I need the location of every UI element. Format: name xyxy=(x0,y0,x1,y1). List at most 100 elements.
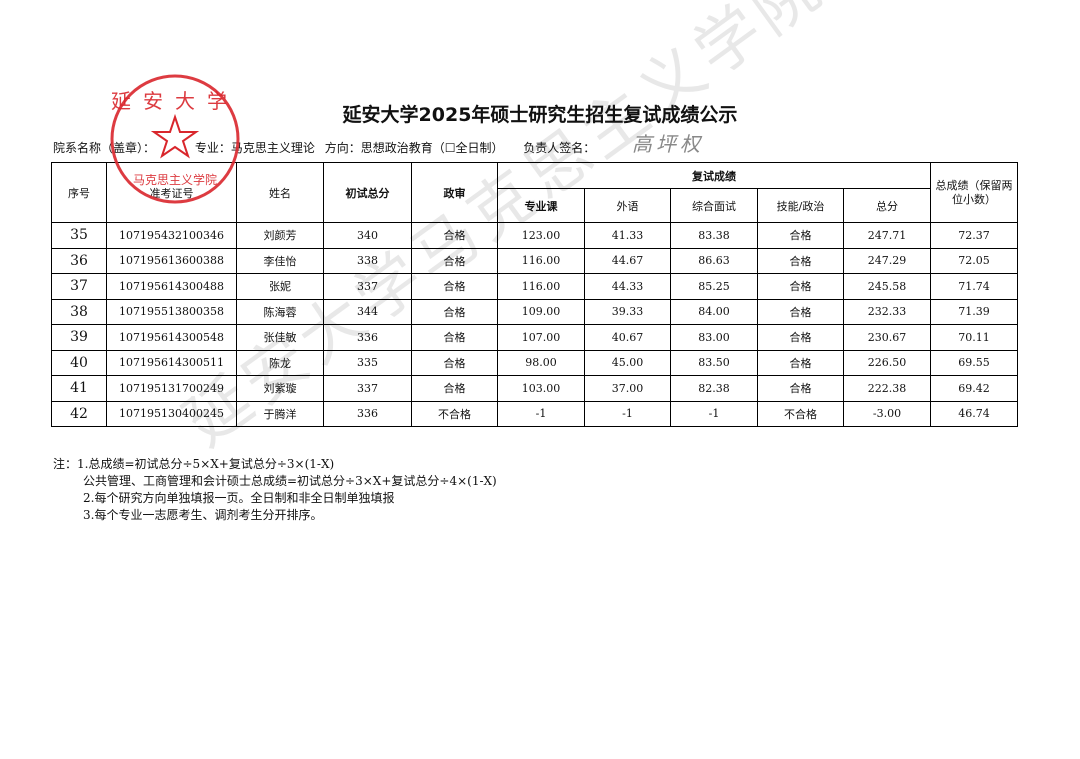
cell-interview: 83.38 xyxy=(670,222,758,249)
cell-skill: 合格 xyxy=(757,247,844,274)
cell-seq: 42 xyxy=(51,400,107,427)
cell-foreign: 40.67 xyxy=(584,324,671,351)
header-info: 院系名称（盖章）： 专业：马克思主义理论 方向：思想政治教育（☐全日制） 负责人… xyxy=(53,139,601,156)
cell-prelim: 338 xyxy=(323,247,412,274)
cell-political: 合格 xyxy=(411,247,498,274)
cell-total: 71.74 xyxy=(930,273,1018,300)
cell-skill: 合格 xyxy=(757,375,844,402)
cell-major-course: 98.00 xyxy=(497,349,585,376)
cell-major-course: -1 xyxy=(497,400,585,427)
cell-retest-total: 245.58 xyxy=(843,273,931,300)
cell-foreign: 41.33 xyxy=(584,222,671,249)
cell-major-course: 103.00 xyxy=(497,375,585,402)
cell-total: 72.37 xyxy=(930,222,1018,249)
cell-foreign: 44.33 xyxy=(584,273,671,300)
table-row: 35 107195432100346 刘颜芳 340 合格 123.00 41.33 83.3… xyxy=(51,222,1018,249)
cell-skill: 合格 xyxy=(757,273,844,300)
cell-skill: 合格 xyxy=(757,324,844,351)
major-label: 专业：马克思主义理论 xyxy=(194,141,315,155)
cell-total: 69.55 xyxy=(930,349,1018,376)
col-group-retest: 复试成绩 xyxy=(497,162,931,189)
cell-seq: 38 xyxy=(51,298,107,325)
col-major-course: 专业课 xyxy=(497,188,585,223)
cell-total: 70.11 xyxy=(930,324,1018,351)
cell-major-course: 107.00 xyxy=(497,324,585,351)
cell-political: 合格 xyxy=(411,298,498,325)
cell-political: 合格 xyxy=(411,273,498,300)
cell-foreign: 37.00 xyxy=(584,375,671,402)
cell-exam-id: 107195614300511 xyxy=(106,349,237,376)
cell-political: 合格 xyxy=(411,222,498,249)
cell-foreign: 39.33 xyxy=(584,298,671,325)
table-row: 37 107195614300488 张妮 337 合格 116.00 44.33 85.25… xyxy=(51,273,1018,300)
cell-retest-total: 247.29 xyxy=(843,247,931,274)
cell-skill: 合格 xyxy=(757,222,844,249)
cell-major-course: 123.00 xyxy=(497,222,585,249)
cell-interview: 84.00 xyxy=(670,298,758,325)
cell-total: 69.42 xyxy=(930,375,1018,402)
cell-interview: 82.38 xyxy=(670,375,758,402)
cell-exam-id: 107195130400245 xyxy=(106,400,237,427)
note-1: 注：1.总成绩=初试总分÷5×X+复试总分÷3×(1-X) xyxy=(53,457,335,471)
table-row: 38 107195513800358 陈海蓉 344 合格 109.00 39.33 84.0… xyxy=(51,298,1018,325)
cell-skill: 不合格 xyxy=(757,400,844,427)
cell-exam-id: 107195513800358 xyxy=(106,298,237,325)
col-seq: 序号 xyxy=(51,162,107,223)
cell-exam-id: 107195614300548 xyxy=(106,324,237,351)
notes: 注：1.总成绩=初试总分÷5×X+复试总分÷3×(1-X) 公共管理、工商管理和… xyxy=(53,456,497,524)
cell-skill: 合格 xyxy=(757,298,844,325)
cell-name: 刘颜芳 xyxy=(236,222,324,249)
cell-foreign: -1 xyxy=(584,400,671,427)
col-interview: 综合面试 xyxy=(670,188,758,223)
dept-label: 院系名称（盖章）： xyxy=(53,141,156,155)
col-exam-id: 准考证号 xyxy=(106,162,237,223)
cell-seq: 41 xyxy=(51,375,107,402)
cell-seq: 35 xyxy=(51,222,107,249)
cell-retest-total: 230.67 xyxy=(843,324,931,351)
cell-total: 71.39 xyxy=(930,298,1018,325)
cell-prelim: 335 xyxy=(323,349,412,376)
col-name: 姓名 xyxy=(236,162,324,223)
cell-prelim: 336 xyxy=(323,400,412,427)
cell-exam-id: 107195614300488 xyxy=(106,273,237,300)
cell-prelim: 340 xyxy=(323,222,412,249)
cell-seq: 39 xyxy=(51,324,107,351)
cell-political: 合格 xyxy=(411,375,498,402)
cell-total: 72.05 xyxy=(930,247,1018,274)
cell-major-course: 116.00 xyxy=(497,273,585,300)
cell-seq: 37 xyxy=(51,273,107,300)
cell-seq: 40 xyxy=(51,349,107,376)
col-prelim: 初试总分 xyxy=(323,162,412,223)
col-retest-total: 总分 xyxy=(843,188,931,223)
cell-name: 李佳怡 xyxy=(236,247,324,274)
handwritten-signature: 高坪权 xyxy=(632,132,704,156)
score-table: 序号 准考证号 姓名 初试总分 政审 复试成绩 总成绩（保留两位小数） 专业课 … xyxy=(51,162,1018,427)
note-3: 3.每个专业一志愿考生、调剂考生分开排序。 xyxy=(83,508,323,522)
col-total: 总成绩（保留两位小数） xyxy=(930,162,1018,223)
cell-interview: -1 xyxy=(670,400,758,427)
cell-name: 于腾洋 xyxy=(236,400,324,427)
cell-name: 陈海蓉 xyxy=(236,298,324,325)
cell-interview: 86.63 xyxy=(670,247,758,274)
table-row: 40 107195614300511 陈龙 335 合格 98.00 45.00 83.50 合… xyxy=(51,349,1018,376)
cell-exam-id: 107195131700249 xyxy=(106,375,237,402)
table-row: 36 107195613600388 李佳怡 338 合格 116.00 44.67 86.6… xyxy=(51,247,1018,274)
cell-retest-total: 247.71 xyxy=(843,222,931,249)
cell-skill: 合格 xyxy=(757,349,844,376)
cell-exam-id: 107195613600388 xyxy=(106,247,237,274)
cell-total: 46.74 xyxy=(930,400,1018,427)
cell-interview: 83.00 xyxy=(670,324,758,351)
cell-foreign: 45.00 xyxy=(584,349,671,376)
cell-prelim: 337 xyxy=(323,273,412,300)
cell-name: 张妮 xyxy=(236,273,324,300)
cell-name: 刘紫璇 xyxy=(236,375,324,402)
cell-political: 不合格 xyxy=(411,400,498,427)
cell-retest-total: 222.38 xyxy=(843,375,931,402)
cell-seq: 36 xyxy=(51,247,107,274)
table-row: 39 107195614300548 张佳敏 336 合格 107.00 40.67 83.0… xyxy=(51,324,1018,351)
direction-label: 方向：思想政治教育（☐全日制） xyxy=(324,141,504,155)
cell-retest-total: 226.50 xyxy=(843,349,931,376)
col-foreign: 外语 xyxy=(584,188,671,223)
cell-name: 陈龙 xyxy=(236,349,324,376)
